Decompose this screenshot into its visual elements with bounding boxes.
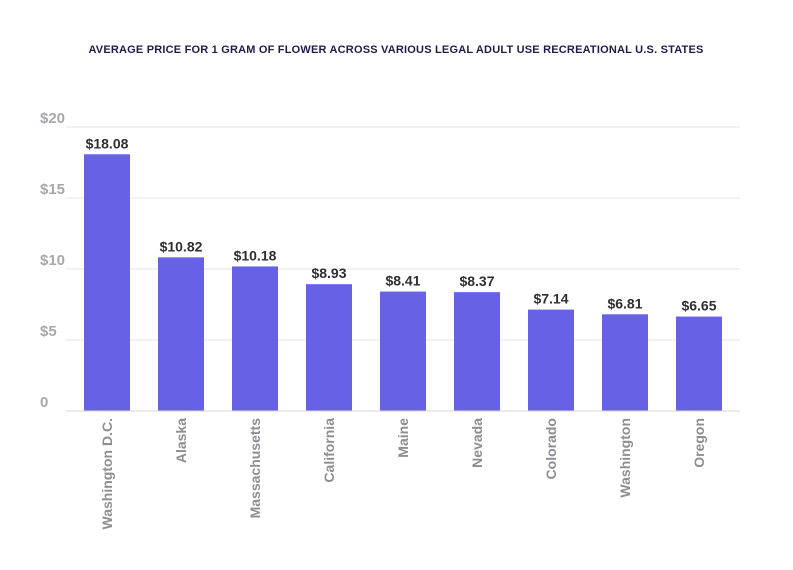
bar [232,266,278,411]
y-axis-ticks: 0 $5 $10 $15 $20 [40,110,65,411]
x-tick-label: California [321,418,337,483]
data-label: $7.14 [533,291,568,307]
bar [380,291,426,411]
bar [454,292,500,411]
bar [676,316,722,411]
x-tick-label: Colorado [543,418,559,479]
x-tick-label: Alaska [173,418,189,463]
bar [306,284,352,411]
y-tick-label: $15 [40,181,65,198]
data-label: $6.81 [607,295,642,311]
y-tick-label: $20 [40,110,65,127]
bar [84,154,130,411]
data-label: $8.37 [459,273,494,289]
bar [602,314,648,411]
data-label: $18.08 [86,135,129,151]
x-tick-label: Washington [617,418,633,498]
bars [84,154,722,411]
data-label: $8.41 [385,273,420,289]
y-tick-label: $5 [40,323,57,340]
y-tick-label: 0 [40,394,48,411]
x-tick-label: Massachusetts [247,418,263,519]
data-label: $10.82 [160,238,203,254]
x-axis-ticks: Washington D.C. Alaska Massachusetts Califo… [99,418,707,530]
x-tick-label: Washington D.C. [99,418,115,529]
data-label: $6.65 [681,298,716,314]
x-tick-label: Nevada [469,418,485,468]
data-label: $10.18 [234,247,277,263]
bar [528,309,574,411]
x-tick-label: Oregon [691,418,707,468]
chart-title: AVERAGE PRICE FOR 1 GRAM OF FLOWER ACROS… [88,44,703,56]
data-label: $8.93 [311,265,346,281]
y-tick-label: $10 [40,252,65,269]
data-labels: $18.08 $10.82 $10.18 $8.93 $8.41 $8.37 $7.14 $6… [86,135,717,313]
x-tick-label: Maine [395,418,411,458]
bar [158,257,204,411]
